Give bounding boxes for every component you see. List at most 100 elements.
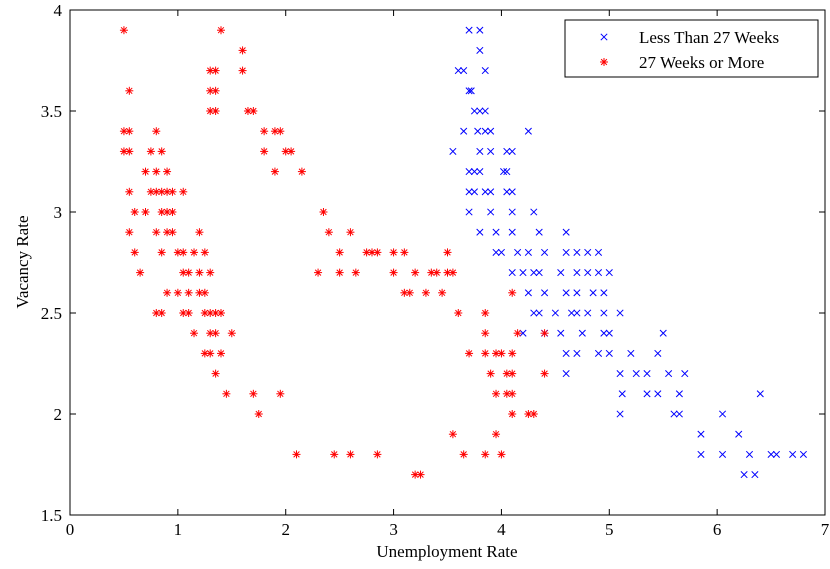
data-point-star-marker: [206, 107, 215, 115]
y-tick-label: 4: [54, 1, 63, 20]
data-point-x-marker: [573, 309, 581, 317]
x-axis-label: Unemployment Rate: [376, 542, 517, 561]
data-point-x-marker: [481, 67, 489, 75]
data-point-x-marker: [618, 390, 626, 398]
data-point-star-marker: [287, 147, 296, 156]
data-point-star-marker: [276, 127, 285, 136]
data-point-star-marker: [211, 369, 220, 378]
data-point-star-marker: [481, 329, 490, 338]
data-point-star-marker: [508, 349, 517, 358]
data-point-x-marker: [573, 269, 581, 277]
data-point-x-marker: [476, 228, 484, 236]
data-point-x-marker: [594, 269, 603, 277]
data-point-x-marker: [584, 269, 592, 277]
data-point-x-marker: [476, 147, 484, 155]
data-point-star-marker: [200, 288, 209, 297]
data-point-star-marker: [508, 389, 517, 398]
data-point-x-marker: [643, 370, 651, 378]
data-point-x-marker: [519, 329, 527, 337]
data-point-x-marker: [476, 46, 484, 54]
data-point-star-marker: [373, 450, 382, 459]
data-point-star-marker: [190, 248, 199, 257]
data-point-x-marker: [541, 289, 549, 297]
data-point-star-marker: [368, 248, 376, 257]
data-point-x-marker: [465, 87, 473, 95]
data-point-x-marker: [508, 147, 516, 155]
data-point-star-marker: [173, 288, 182, 297]
data-point-x-marker: [573, 289, 581, 297]
data-point-star-marker: [152, 309, 161, 317]
data-point-star-marker: [125, 187, 134, 196]
data-point-star-marker: [157, 208, 166, 216]
data-point-x-marker: [508, 269, 516, 277]
data-point-star-marker: [217, 309, 225, 317]
data-point-star-marker: [324, 228, 333, 237]
axis-ticks: [69, 9, 826, 516]
data-point-x-marker: [492, 248, 500, 256]
data-point-star-marker: [292, 450, 301, 459]
data-point-star-marker: [222, 389, 231, 398]
data-point-x-marker: [530, 309, 538, 317]
legend-x-marker: [600, 33, 608, 41]
data-point-x-marker: [600, 309, 608, 317]
data-point-x-marker: [605, 329, 613, 337]
plot-area: [69, 9, 826, 516]
data-point-star-marker: [238, 46, 247, 55]
data-point-star-marker: [508, 369, 517, 378]
data-point-star-marker: [211, 329, 220, 338]
data-point-star-marker: [179, 248, 188, 257]
data-point-star-marker: [513, 329, 522, 338]
data-point-x-marker: [767, 450, 775, 458]
data-point-star-marker: [249, 107, 258, 115]
data-point-star-marker: [168, 187, 177, 196]
data-point-star-marker: [335, 248, 344, 257]
data-point-x-marker: [675, 390, 683, 398]
data-point-x-marker: [573, 248, 581, 256]
data-point-star-marker: [168, 228, 177, 237]
data-point-x-marker: [497, 248, 505, 256]
data-point-star-marker: [497, 450, 506, 459]
data-point-star-marker: [346, 228, 355, 237]
data-point-star-marker: [508, 410, 517, 418]
data-point-star-marker: [190, 329, 199, 338]
data-point-star-marker: [184, 288, 193, 297]
data-point-x-marker: [524, 127, 532, 135]
data-point-x-marker: [670, 410, 678, 418]
data-point-star-marker: [141, 167, 150, 176]
data-point-star-marker: [184, 268, 193, 277]
data-point-star-marker: [125, 86, 134, 95]
data-point-star-marker: [432, 268, 441, 277]
data-point-star-marker: [454, 309, 463, 317]
data-point-x-marker: [772, 450, 781, 458]
data-point-x-marker: [481, 188, 489, 196]
data-point-star-marker: [200, 309, 209, 317]
data-point-star-marker: [459, 450, 468, 459]
data-point-x-marker: [562, 370, 570, 378]
data-point-x-marker: [751, 471, 759, 479]
data-point-star-marker: [179, 309, 188, 317]
data-point-x-marker: [470, 188, 479, 196]
data-point-star-marker: [130, 248, 139, 257]
data-point-x-marker: [524, 248, 532, 256]
data-point-x-marker: [503, 188, 511, 196]
data-point-x-marker: [487, 208, 495, 216]
y-tick-label: 3.5: [41, 102, 62, 121]
data-point-star-marker: [319, 208, 328, 216]
data-point-x-marker: [500, 168, 508, 176]
y-tick-label: 2: [54, 405, 63, 424]
data-point-x-marker: [487, 127, 495, 135]
data-point-x-marker: [654, 349, 662, 357]
data-point-star-marker: [438, 288, 447, 297]
data-point-x-marker: [465, 208, 473, 216]
data-point-star-marker: [254, 410, 263, 418]
data-point-x-marker: [578, 329, 586, 337]
data-point-star-marker: [157, 147, 166, 156]
data-point-star-marker: [195, 268, 204, 277]
series-1: [119, 26, 549, 479]
data-point-x-marker: [467, 87, 475, 95]
data-point-star-marker: [448, 268, 457, 277]
data-point-star-marker: [227, 329, 236, 338]
data-point-star-marker: [146, 147, 155, 156]
x-tick-label: 0: [66, 520, 75, 539]
data-point-x-marker: [508, 188, 516, 196]
